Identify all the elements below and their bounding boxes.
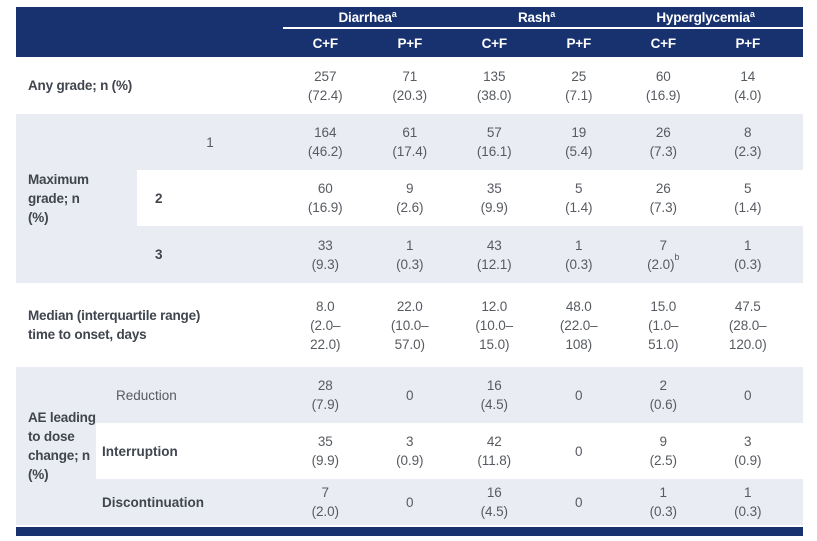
data-cell: 12.0 (10.0– 15.0) <box>475 298 514 352</box>
data-cell: 71 (20.3) <box>392 68 428 103</box>
ae-dose-change-rows: Reduction 28 (7.9) 0 16 (4.5) 0 2 (0.6) … <box>96 367 803 525</box>
data-cell: 8.0 (2.0– 22.0) <box>310 298 341 352</box>
row-grade-1: 1 164 (46.2) 61 (17.4) 57 (16.1) 19 (5.4… <box>137 114 803 170</box>
data-cell: 9 (2.6) <box>396 181 424 215</box>
section-ae-dose-change: AE leading to dose change; n (%) Reducti… <box>16 367 803 525</box>
data-cell: 2 (0.6) <box>649 378 677 412</box>
data-cell: 135 (38.0) <box>476 68 512 103</box>
data-cell: 26 (7.3) <box>649 181 677 215</box>
data-cell: 0 <box>575 494 583 510</box>
data-cell: 3 (0.9) <box>734 434 762 468</box>
row-dose-interruption: Interruption 35 (9.9) 3 (0.9) 42 (11.8) … <box>96 423 803 479</box>
data-cell: 61 (17.4) <box>392 125 428 159</box>
column-group-row: Diarrhea a Rash a Hyperglycemia a <box>283 7 803 27</box>
data-cell: 1 (0.3) <box>396 237 424 272</box>
interruption-label: Interruption <box>102 443 178 459</box>
header-spacer <box>16 7 283 57</box>
grade-2-label: 2 <box>155 190 163 206</box>
grade-1-label: 1 <box>206 134 214 150</box>
data-cell: 42 (11.8) <box>477 434 512 468</box>
data-cell: 26 (7.3) <box>649 125 677 159</box>
data-cell: 35 (9.9) <box>311 434 339 468</box>
data-cell: 9 (2.5) <box>649 434 677 468</box>
header-columns: Diarrhea a Rash a Hyperglycemia a C+F P+F C… <box>283 7 803 57</box>
discontinuation-label: Discontinuation <box>102 494 204 510</box>
data-cell: 0 <box>406 494 414 510</box>
data-cell: 14 (4.0) <box>734 68 762 103</box>
row-any-grade: Any grade; n (%) 257 (72.4) 71 (20.3) 13… <box>16 57 803 114</box>
grade-3-label: 3 <box>155 247 163 262</box>
table-header: Diarrhea a Rash a Hyperglycemia a C+F P+F C… <box>16 7 803 57</box>
data-cell: 19 (5.4) <box>565 125 593 159</box>
data-cell: 33 (9.3) <box>311 237 339 272</box>
row-dose-reduction: Reduction 28 (7.9) 0 16 (4.5) 0 2 (0.6) … <box>96 367 803 423</box>
col-rash-pf: P+F <box>566 35 592 51</box>
data-cell: 60 (16.9) <box>645 68 681 103</box>
col-hyperglycemia-cf: C+F <box>650 35 676 51</box>
header-divider-line <box>283 27 803 29</box>
adverse-events-table: Diarrhea a Rash a Hyperglycemia a C+F P+F C… <box>16 7 803 536</box>
data-cell: 47.5 (28.0– 120.0) <box>728 298 767 352</box>
data-cell: 60 (16.9) <box>307 181 343 215</box>
data-cell: 22.0 (10.0– 57.0) <box>390 298 429 352</box>
row-label-median-onset: Median (interquartile range) time to ons… <box>28 308 201 342</box>
data-cell: 257 (72.4) <box>307 68 343 103</box>
data-cell: 0 <box>575 387 583 403</box>
data-cell: 48.0 (22.0– 108) <box>559 298 598 352</box>
data-cell: 16 (4.5) <box>480 378 508 412</box>
row-median-time-to-onset: Median (interquartile range) time to ons… <box>16 283 803 367</box>
data-cell: 43 (12.1) <box>476 237 512 272</box>
data-cell: 0 <box>744 387 752 403</box>
row-label-any-grade: Any grade; n (%) <box>28 78 133 93</box>
data-cell: 57 (16.1) <box>476 125 512 159</box>
data-cell: 1 (0.3) <box>734 237 762 272</box>
data-cell: 25 (7.1) <box>565 68 593 103</box>
data-cell: 35 (9.9) <box>480 181 508 215</box>
data-cell: 5 (1.4) <box>565 181 593 215</box>
row-label-ae-dose-change: AE leading to dose change; n (%) <box>16 367 96 525</box>
row-grade-2: 2 60 (16.9) 9 (2.6) 35 (9.9) 5 (1.4) 26 … <box>137 170 803 226</box>
column-subheader-row: C+F P+F C+F P+F C+F P+F <box>283 29 803 57</box>
reduction-label: Reduction <box>116 387 177 403</box>
col-group-hyperglycemia: Hyperglycemia a <box>656 9 755 25</box>
col-diarrhea-pf: P+F <box>397 35 423 51</box>
section-maximum-grade: Maximum grade; n (%) 1 164 (46.2) 61 (17… <box>16 114 803 283</box>
col-diarrhea-cf: C+F <box>312 35 338 51</box>
row-label-maximum-grade: Maximum grade; n (%) <box>16 114 137 283</box>
data-cell: 1 (0.3) <box>565 237 593 272</box>
data-cell: 8 (2.3) <box>734 125 762 159</box>
col-group-rash: Rash a <box>517 9 556 25</box>
col-hyperglycemia-pf: P+F <box>735 35 761 51</box>
data-cell: 16 (4.5) <box>480 485 508 519</box>
data-cell: 5 (1.4) <box>734 181 762 215</box>
footnote-b-marker: b <box>674 252 680 262</box>
data-cell: 28 (7.9) <box>311 378 339 412</box>
data-cell: 1 (0.3) <box>734 485 762 519</box>
col-group-diarrhea: Diarrhea a <box>338 9 397 25</box>
data-cell: 15.0 (1.0– 51.0) <box>648 298 679 352</box>
table-bottom-rule <box>16 527 803 536</box>
data-cell: 7 (2.0) <box>311 485 339 519</box>
data-cell: 0 <box>406 387 414 403</box>
data-cell: 3 (0.9) <box>396 434 424 468</box>
data-cell: 1 (0.3) <box>649 485 677 519</box>
data-cell-with-footnote: 7 (2.0)b <box>647 237 680 272</box>
col-rash-cf: C+F <box>481 35 507 51</box>
row-grade-3: 3 33 (9.3) 1 (0.3) 43 (12.1) 1 (0.3) 7 (… <box>137 226 803 283</box>
row-dose-discontinuation: Discontinuation 7 (2.0) 0 16 (4.5) 0 1 (… <box>96 479 803 525</box>
data-cell: 164 (46.2) <box>307 125 343 159</box>
maximum-grade-rows: 1 164 (46.2) 61 (17.4) 57 (16.1) 19 (5.4… <box>137 114 803 283</box>
data-cell: 0 <box>575 443 583 459</box>
